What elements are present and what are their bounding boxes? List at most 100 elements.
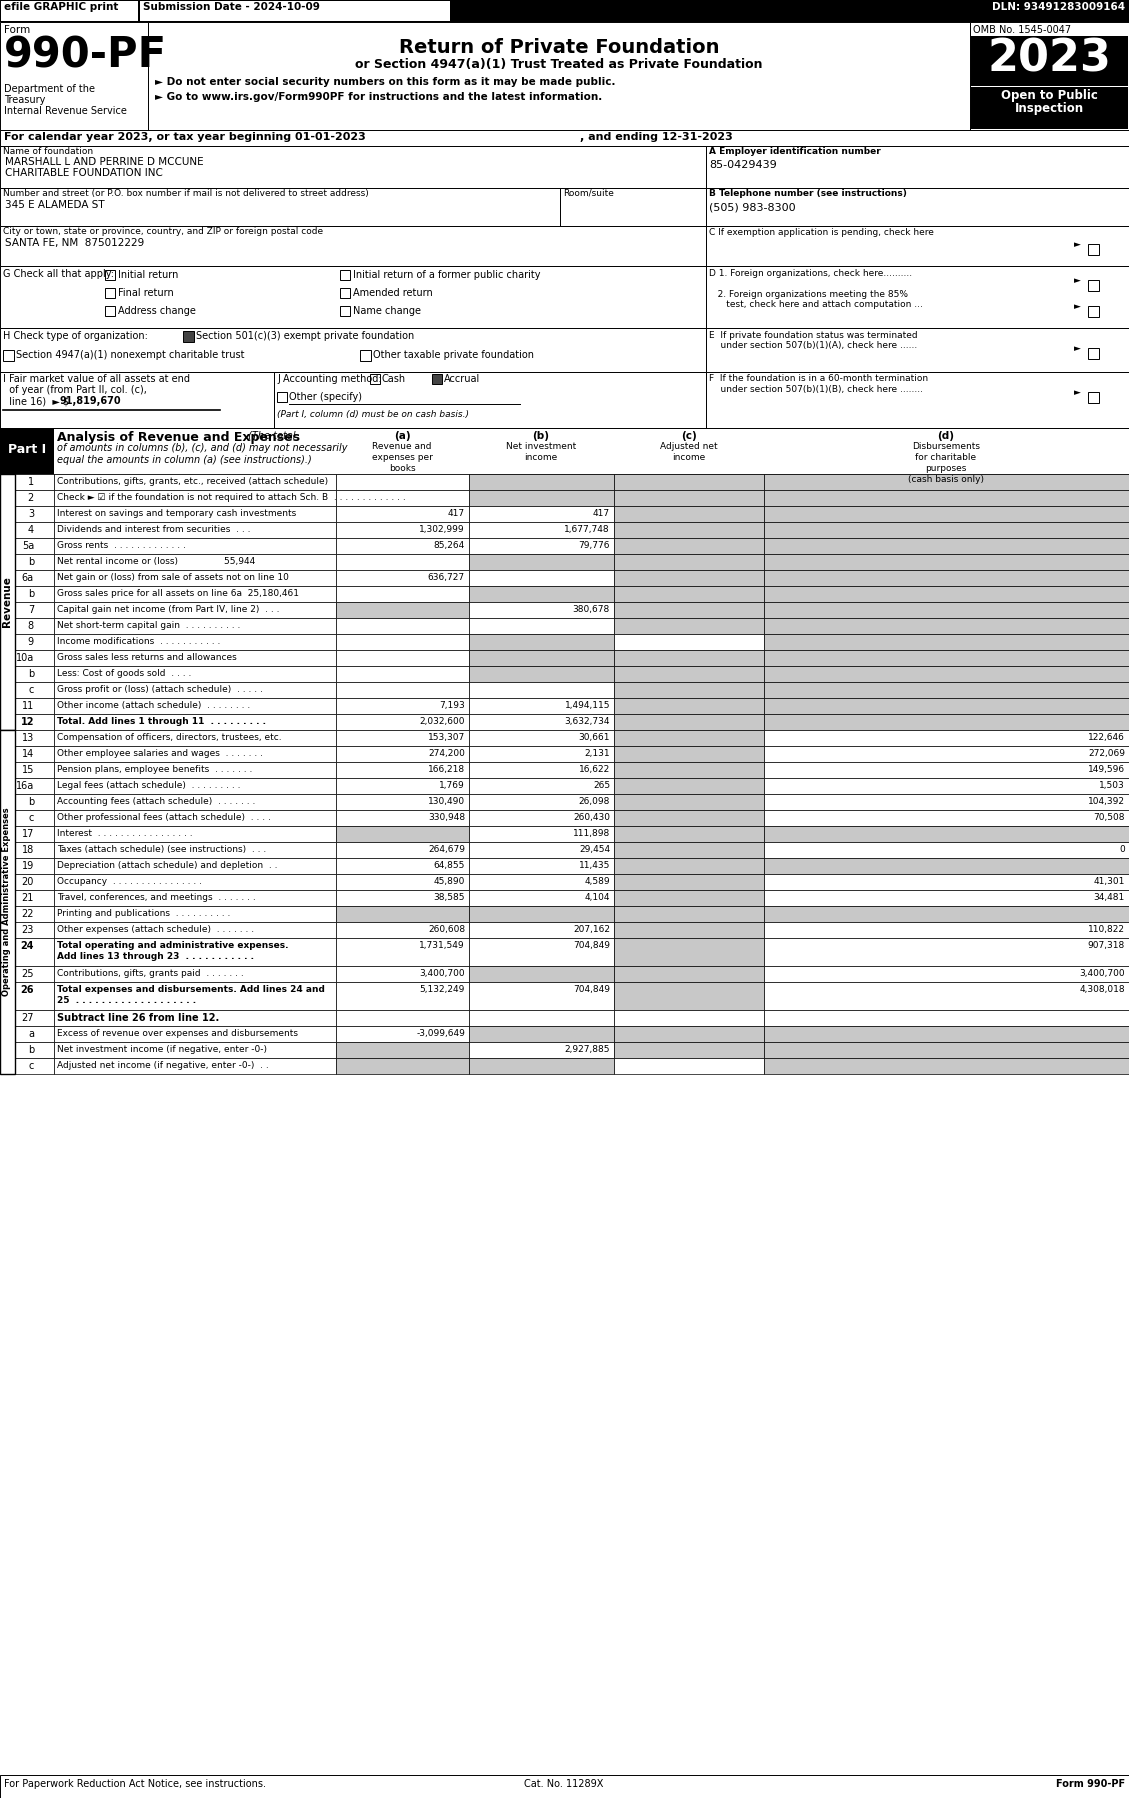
Bar [336,681,469,698]
Bar [54,681,336,698]
Bar [764,966,1129,982]
Bar [54,570,336,586]
Text: 10a: 10a [16,653,34,663]
Text: 330,948: 330,948 [428,813,465,822]
Text: equal the amounts in column (a) (see instructions).): equal the amounts in column (a) (see ins… [56,455,312,466]
Bar [469,475,614,491]
Text: 45,890: 45,890 [434,877,465,886]
Bar [614,602,764,619]
Text: 1,677,748: 1,677,748 [564,525,610,534]
Bar [469,966,614,982]
Text: 25: 25 [21,969,34,978]
Text: line 16)  ► $: line 16) ► $ [3,396,69,406]
Bar [54,554,336,570]
Bar [614,681,764,698]
Text: Net short-term capital gain  . . . . . . . . . .: Net short-term capital gain . . . . . . … [56,620,240,629]
Text: Revenue and: Revenue and [373,442,431,451]
Bar [614,966,764,982]
Bar [614,505,764,521]
Bar [614,714,764,730]
Bar [336,1057,469,1073]
Text: 14: 14 [21,750,34,759]
Bar [336,505,469,521]
Text: Return of Private Foundation: Return of Private Foundation [399,38,719,58]
Text: efile GRAPHIC print: efile GRAPHIC print [5,2,119,13]
Text: Interest on savings and temporary cash investments: Interest on savings and temporary cash i… [56,509,296,518]
Bar [764,762,1129,779]
Bar [614,762,764,779]
Text: Gross sales price for all assets on line 6a  25,180,461: Gross sales price for all assets on line… [56,590,299,599]
Text: Form 990-PF: Form 990-PF [1056,1778,1124,1789]
Text: For Paperwork Reduction Act Notice, see instructions.: For Paperwork Reduction Act Notice, see … [5,1778,266,1789]
Text: 704,849: 704,849 [574,985,610,994]
Bar [970,22,1129,129]
Bar [614,586,764,602]
Bar [469,841,614,858]
Bar [614,982,764,1010]
Bar [764,811,1129,825]
Bar [336,475,469,491]
Text: 265: 265 [593,780,610,789]
Text: 85,264: 85,264 [434,541,465,550]
Bar [54,586,336,602]
Bar [764,714,1129,730]
Bar [15,841,54,858]
Text: 1,731,549: 1,731,549 [419,940,465,949]
Text: A Employer identification number: A Employer identification number [709,147,881,156]
Bar [15,681,54,698]
Text: Less: Cost of goods sold  . . . .: Less: Cost of goods sold . . . . [56,669,192,678]
Text: 110,822: 110,822 [1088,924,1124,933]
Text: Pension plans, employee benefits  . . . . . . .: Pension plans, employee benefits . . . .… [56,764,253,773]
Bar [15,665,54,681]
Bar [15,906,54,922]
Text: 111,898: 111,898 [572,829,610,838]
Bar [764,491,1129,505]
Bar [54,491,336,505]
Bar [336,635,469,651]
Text: c: c [28,685,34,696]
Text: Compensation of officers, directors, trustees, etc.: Compensation of officers, directors, tru… [56,734,281,743]
Text: SANTA FE, NM  875012229: SANTA FE, NM 875012229 [5,237,145,248]
Text: Gross sales less returns and allowances: Gross sales less returns and allowances [56,653,237,662]
Text: 417: 417 [593,509,610,518]
Bar [614,635,764,651]
Bar [469,1010,614,1027]
Text: 130,490: 130,490 [428,797,465,806]
Bar [54,762,336,779]
Text: 22: 22 [21,910,34,919]
Text: income: income [524,453,558,462]
Text: 34,481: 34,481 [1094,894,1124,903]
Bar [614,619,764,635]
Text: 5,132,249: 5,132,249 [420,985,465,994]
Bar [336,939,469,966]
Bar [614,698,764,714]
Text: 29,454: 29,454 [579,845,610,854]
Text: Gross rents  . . . . . . . . . . . . .: Gross rents . . . . . . . . . . . . . [56,541,186,550]
Text: 18: 18 [21,845,34,856]
Text: (a): (a) [394,432,410,441]
Text: (505) 983-8300: (505) 983-8300 [709,201,796,212]
Bar [0,730,15,1073]
Bar [614,874,764,890]
Text: 64,855: 64,855 [434,861,465,870]
Bar [764,681,1129,698]
Bar [336,922,469,939]
Bar [614,1010,764,1027]
Text: 3,400,700: 3,400,700 [1079,969,1124,978]
Bar [336,906,469,922]
Bar [277,392,287,403]
Bar [54,825,336,841]
Bar [614,779,764,795]
Bar [54,841,336,858]
Bar [614,890,764,906]
Bar [0,227,706,266]
Text: 79,776: 79,776 [578,541,610,550]
Text: c: c [28,1061,34,1072]
Bar [614,554,764,570]
Text: 1,769: 1,769 [439,780,465,789]
Text: 2,032,600: 2,032,600 [420,717,465,726]
Text: G Check all that apply:: G Check all that apply: [3,270,114,279]
Bar [54,665,336,681]
Bar [614,475,764,491]
Text: Capital gain net income (from Part IV, line 2)  . . .: Capital gain net income (from Part IV, l… [56,604,280,613]
